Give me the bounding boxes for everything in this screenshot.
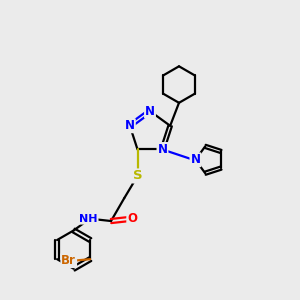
Text: N: N <box>145 105 155 118</box>
Text: S: S <box>133 169 142 182</box>
Text: NH: NH <box>79 214 98 224</box>
Text: N: N <box>190 153 200 166</box>
Text: N: N <box>125 119 135 132</box>
Text: N: N <box>158 143 167 156</box>
Text: O: O <box>127 212 137 225</box>
Text: Br: Br <box>61 254 76 267</box>
